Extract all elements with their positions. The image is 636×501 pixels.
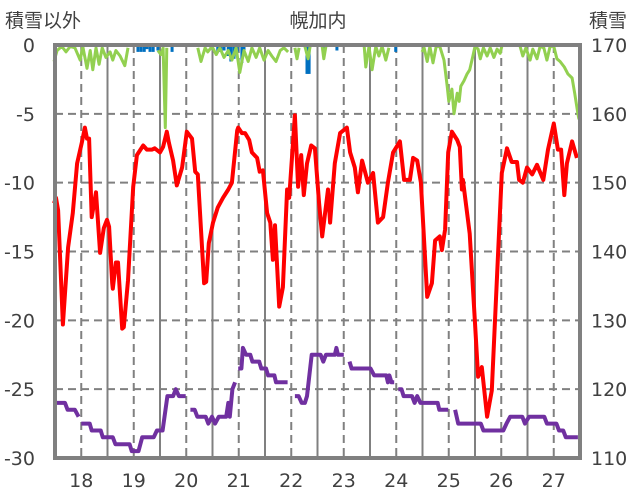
right-tick-label: 150	[591, 173, 627, 195]
x-tick-label: 20	[174, 470, 198, 492]
x-tick-label: 27	[542, 470, 566, 492]
green-series-line	[196, 44, 290, 74]
right-tick-label: 160	[591, 104, 627, 126]
snow-depth-line	[238, 345, 288, 385]
x-tick-label: 18	[69, 470, 93, 492]
x-tick-label: 24	[384, 470, 408, 492]
snow-depth-line	[294, 345, 344, 405]
x-tick-label: 19	[122, 470, 146, 492]
blue-bars-bar	[145, 45, 149, 50]
plot-frame	[53, 43, 582, 460]
right-tick-label: 140	[591, 242, 627, 264]
green-series-line	[156, 46, 169, 130]
tick-labels: 0 -5 -10 -15 -20 -25 -30 170 160 150 140 130 120 110 1…	[4, 35, 627, 492]
green-series-line	[362, 44, 391, 72]
snow-depth-line	[347, 361, 395, 385]
snow-depth-line	[398, 387, 449, 412]
blue-bars-bar	[151, 45, 155, 52]
left-tick-label: -25	[4, 379, 35, 401]
left-tick-label: -10	[4, 173, 35, 195]
chart-title: 幌加内	[289, 10, 346, 32]
blue-bars-bar	[148, 45, 152, 52]
snow-depth-line	[453, 409, 578, 440]
blue-bars-bar	[394, 45, 398, 52]
blue-bars-bar	[335, 45, 339, 51]
green-series-line	[293, 47, 301, 61]
grid	[55, 45, 580, 458]
temperature-line	[52, 113, 579, 419]
snow-depth-line	[190, 381, 237, 426]
series-marks	[52, 44, 581, 454]
left-tick-label: -20	[4, 310, 35, 332]
left-tick-label: 0	[23, 35, 35, 57]
x-tick-label: 25	[437, 470, 461, 492]
blue-bars-bar	[156, 45, 160, 51]
x-tick-label: 23	[332, 470, 356, 492]
blue-bars-bar	[222, 45, 226, 51]
blue-bars-bar	[242, 45, 246, 52]
right-tick-label: 130	[591, 310, 627, 332]
left-tick-label: -30	[4, 448, 35, 470]
x-tick-label: 21	[227, 470, 251, 492]
left-axis-label: 積雪以外	[5, 10, 81, 32]
green-series-line	[320, 46, 328, 61]
green-series-line	[52, 44, 130, 72]
blue-bars-bar	[170, 45, 174, 52]
left-tick-label: -15	[4, 242, 35, 264]
right-tick-label: 170	[591, 35, 627, 57]
x-tick-label: 22	[279, 470, 303, 492]
blue-bars-bar	[216, 45, 220, 52]
blue-bars-bar	[142, 45, 146, 52]
green-series-line	[303, 46, 312, 61]
blue-bars-bar	[136, 45, 140, 52]
blue-bars-bar	[139, 45, 143, 52]
x-tick-label: 26	[489, 470, 513, 492]
right-tick-label: 120	[591, 379, 627, 401]
green-series-line	[420, 44, 504, 116]
left-tick-label: -5	[16, 104, 35, 126]
snow-depth-line	[81, 387, 186, 454]
snow-depth-line	[54, 400, 81, 418]
green-series-line	[518, 44, 581, 120]
right-tick-label: 110	[591, 448, 627, 470]
right-axis-label: 積雪	[589, 10, 627, 32]
